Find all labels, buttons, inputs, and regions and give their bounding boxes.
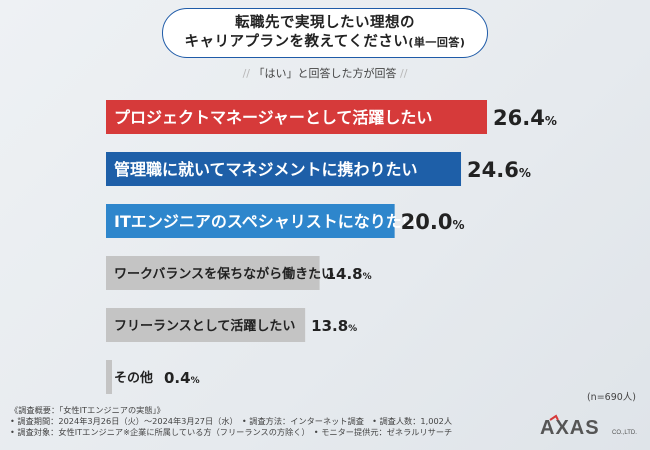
value-unit-2: % [452, 218, 464, 232]
subtitle-left-slash: // [242, 67, 250, 80]
survey-footer: 《調査概要：「女性ITエンジニアの実態」》 • 調査期間：2024年3月26日（… [10, 405, 452, 438]
value-label-5: 0.4% [164, 369, 200, 387]
logo-accent [549, 414, 559, 421]
bar-5 [106, 360, 112, 394]
value-label-0: 26.4% [493, 106, 557, 130]
value-unit-1: % [519, 166, 531, 180]
bar-group-0: プロジェクトマネージャーとして活躍したい 26.4% [106, 100, 557, 134]
bar-label-4: フリーランスとして活躍したい [114, 318, 295, 334]
bar-group-1: 管理職に就いてマネジメントに携わりたい 24.6% [106, 152, 531, 186]
value-int-4: 13. [311, 317, 338, 335]
bar-label-5: その他 [114, 370, 153, 386]
chart-title-box: 転職先で実現したい理想の キャリアプランを教えてください(単一回答) [162, 8, 488, 58]
value-dec-2: 0 [438, 210, 453, 234]
value-int-1: 24. [467, 158, 504, 182]
value-int-5: 0. [164, 369, 180, 387]
bar-2 [106, 204, 395, 238]
logo-suffix: CO.,LTD. [612, 430, 637, 436]
subtitle-right-slash: // [400, 67, 408, 80]
value-label-2: 20.0% [401, 210, 465, 234]
subtitle-text: 「はい」と回答した方が回答 [253, 67, 397, 80]
chart-title-line2-main: キャリアプランを教えてください [184, 34, 409, 50]
value-unit-5: % [191, 376, 200, 386]
bar-4 [106, 308, 306, 342]
value-dec-3: 8 [352, 265, 362, 283]
chart-title-suffix: (単一回答) [408, 36, 466, 49]
value-unit-4: % [348, 324, 357, 334]
value-label-3: 14.8% [326, 265, 372, 283]
sample-size-note: (n=690人) [586, 392, 636, 403]
value-int-0: 26. [493, 106, 530, 130]
bar-label-3: ワークバランスを保ちながら働きたい [114, 266, 334, 282]
bar-0 [106, 100, 487, 134]
axas-logo: AXAS CO.,LTD. [540, 414, 637, 439]
bar-3 [106, 256, 320, 290]
value-label-4: 13.8% [311, 317, 357, 335]
value-dec-0: 4 [530, 106, 545, 130]
chart-title-line1: 転職先で実現したい理想の [235, 15, 415, 31]
value-label-1: 24.6% [467, 158, 531, 182]
value-unit-3: % [363, 272, 372, 282]
bar-label-0: プロジェクトマネージャーとして活躍したい [114, 108, 432, 127]
bar-group-4: フリーランスとして活躍したい 13.8% [106, 308, 357, 342]
chart-subtitle: // 「はい」と回答した方が回答 // [0, 65, 650, 81]
chart-title-line2: キャリアプランを教えてください(単一回答) [185, 33, 466, 52]
value-dec-1: 6 [504, 158, 519, 182]
value-unit-0: % [545, 114, 557, 128]
bar-1 [106, 152, 462, 186]
footer-line3: • 調査対象：女性ITエンジニア※企業に所属している方（フリーランスの方除く） … [10, 427, 453, 437]
footer-line2: • 調査期間：2024年3月26日（火）〜2024年3月27日（水） • 調査方… [10, 416, 453, 426]
logo-text: AXAS [540, 417, 600, 439]
value-dec-4: 8 [338, 317, 348, 335]
bar-label-1: 管理職に就いてマネジメントに携わりたい [114, 160, 418, 179]
bar-group-5: その他 0.4% [106, 360, 200, 394]
value-dec-5: 4 [180, 369, 190, 387]
value-int-2: 20. [401, 210, 438, 234]
value-int-3: 14. [326, 265, 353, 283]
footer-line1: 《調査概要：「女性ITエンジニアの実態」》 [10, 405, 165, 415]
bar-label-2: ITエンジニアのスペシャリストになりたい [114, 212, 418, 231]
